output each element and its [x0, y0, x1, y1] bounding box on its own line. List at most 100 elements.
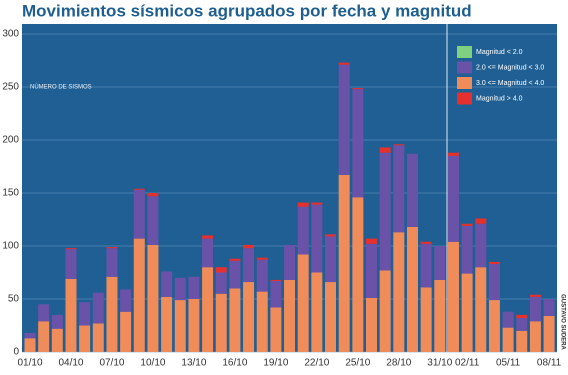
bar-segment	[311, 202, 323, 205]
bar-segment	[325, 282, 337, 352]
legend-label: 3.0 <= Magnitud < 4.0	[476, 80, 544, 87]
bar-segment	[188, 276, 200, 299]
bar-segment	[202, 238, 214, 268]
x-tick-label: 07/10	[99, 358, 124, 369]
bar-segment	[475, 223, 487, 268]
x-tick-label: 10/10	[140, 358, 165, 369]
bar-segment	[133, 188, 145, 190]
bar-segment	[24, 338, 36, 352]
bar-segment	[352, 197, 364, 352]
bar-segment	[106, 276, 118, 352]
bar-segment	[215, 272, 227, 294]
bar-segment	[215, 293, 227, 352]
bar-segment	[24, 332, 36, 339]
bar-segment	[529, 321, 541, 352]
bar-segment	[488, 264, 500, 301]
bar-segment	[243, 248, 255, 283]
bar-segment	[338, 64, 350, 175]
x-tick-label: 25/10	[345, 358, 370, 369]
legend: Magnitud < 2.0 2.0 <= Magnitud < 3.0 3.0 <…	[457, 46, 544, 105]
legend-swatch	[457, 77, 472, 89]
bar-segment	[284, 279, 296, 352]
bar-segment	[79, 325, 91, 352]
y-tick-label: 200	[2, 135, 19, 146]
bar-segment	[133, 189, 145, 239]
bar-segment	[488, 261, 500, 265]
bar-segment	[65, 249, 77, 279]
bar-segment	[325, 236, 337, 283]
y-tick-label: 250	[2, 82, 19, 93]
bar-segment	[256, 291, 268, 352]
bar-segment	[516, 314, 528, 319]
bar-segment	[92, 323, 104, 352]
bar-segment	[543, 299, 555, 316]
bar-segment	[502, 311, 514, 328]
bar-segment	[311, 204, 323, 273]
bar-segment	[229, 258, 241, 261]
bar-segment	[243, 282, 255, 352]
bar-segment	[311, 272, 323, 352]
bar-segment	[338, 62, 350, 65]
x-tick-label: 22/10	[304, 358, 329, 369]
bar-segment	[379, 270, 391, 352]
bar-segment	[202, 267, 214, 352]
y-axis-label: NÚMERO DE SISMOS	[30, 84, 92, 91]
bar-segment	[174, 277, 186, 301]
bar-segment	[133, 238, 145, 352]
bar-segment	[297, 206, 309, 255]
bar-segment	[215, 267, 227, 273]
legend-swatch	[457, 92, 472, 105]
bar-segment	[284, 244, 296, 280]
y-tick-label: 100	[2, 241, 19, 252]
legend-label: 2.0 <= Magnitud < 3.0	[476, 64, 544, 71]
bar-segment	[120, 289, 132, 312]
bar-segment	[38, 321, 50, 352]
bar-segment	[488, 300, 500, 352]
bar-segment	[447, 241, 459, 352]
x-tick-label: 19/10	[263, 358, 288, 369]
bar-segment	[352, 88, 364, 90]
bar-segment	[420, 241, 432, 244]
bar-segment	[256, 257, 268, 260]
bar-segment	[461, 225, 473, 274]
y-tick-label: 0	[13, 347, 19, 358]
bar-segment	[516, 330, 528, 352]
x-tick-label: 28/10	[386, 358, 411, 369]
bar-segment	[543, 315, 555, 352]
bar-segment	[352, 89, 364, 198]
bar-segment	[120, 311, 132, 352]
bar-segment	[229, 260, 241, 289]
legend-label: Magnitud < 2.0	[476, 49, 523, 56]
bar-segment	[79, 302, 91, 326]
bar-segment	[147, 193, 159, 197]
bar-segment	[65, 248, 77, 250]
x-tick-label: 01/10	[17, 358, 42, 369]
x-tick-label: 31/10	[427, 358, 452, 369]
bar-segment	[325, 234, 337, 237]
bar-segment	[366, 243, 377, 298]
bar-segment	[366, 238, 377, 244]
bars	[24, 62, 555, 352]
bar-segment	[393, 145, 405, 233]
bar-segment	[529, 294, 541, 297]
bar-segment	[447, 155, 459, 242]
x-tick-label: 02/11	[455, 358, 480, 369]
bar-segment	[51, 314, 63, 329]
bar-segment	[393, 232, 405, 352]
bar-segment	[338, 174, 350, 352]
bar-segment	[420, 287, 432, 352]
bar-segment	[434, 246, 446, 280]
bar-segment	[461, 273, 473, 352]
bar-segment	[393, 144, 405, 146]
bar-segment	[161, 296, 173, 352]
bar-segment	[297, 202, 309, 207]
credit: GUSTAVO SUDERA	[559, 294, 565, 350]
bar-segment	[516, 318, 528, 331]
bar-segment	[270, 307, 282, 352]
legend-swatch	[457, 46, 472, 58]
bar-segment	[161, 271, 173, 297]
bar-segment	[65, 278, 77, 352]
bar-segment	[229, 288, 241, 352]
